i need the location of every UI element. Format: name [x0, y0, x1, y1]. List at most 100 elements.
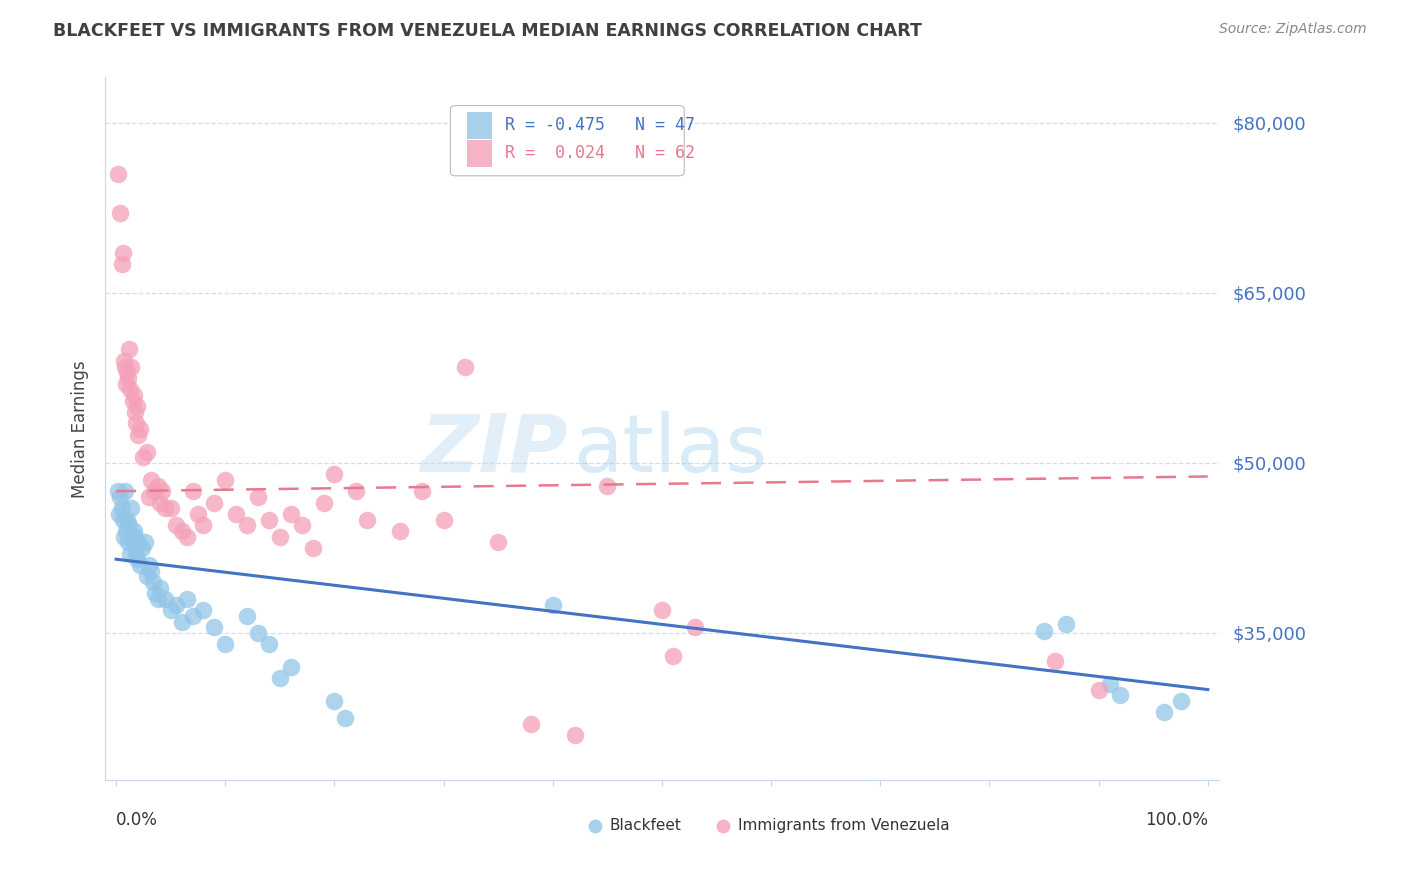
Point: [112, 354, 135, 368]
Point: [1098, 677, 1121, 691]
Point: [454, 359, 477, 374]
Point: [486, 535, 509, 549]
Point: [1153, 705, 1175, 719]
Point: [181, 484, 204, 499]
Point: [120, 547, 142, 561]
Point: [146, 478, 169, 492]
Point: [143, 484, 166, 499]
Text: 0.0%: 0.0%: [117, 811, 157, 829]
Point: [323, 694, 346, 708]
Point: [114, 359, 136, 374]
Point: [1109, 688, 1132, 702]
Point: [145, 586, 167, 600]
Point: [138, 490, 160, 504]
Point: [257, 512, 280, 526]
Point: [202, 495, 225, 509]
Point: [165, 598, 187, 612]
FancyBboxPatch shape: [450, 105, 685, 176]
Point: [131, 541, 153, 555]
Point: [149, 581, 172, 595]
Point: [111, 246, 134, 260]
Point: [139, 473, 162, 487]
Point: [187, 507, 209, 521]
Point: [170, 524, 193, 538]
Point: [139, 564, 162, 578]
Point: [1033, 624, 1056, 638]
Point: [107, 167, 129, 181]
Text: R = -0.475   N = 47: R = -0.475 N = 47: [505, 116, 695, 134]
Point: [146, 591, 169, 606]
Bar: [467, 140, 492, 167]
Point: [269, 529, 291, 543]
Point: [280, 660, 302, 674]
Point: [193, 518, 215, 533]
Point: [564, 728, 586, 742]
Text: atlas: atlas: [572, 411, 768, 489]
Text: ZIP: ZIP: [420, 411, 568, 489]
Point: [127, 427, 149, 442]
Point: [159, 501, 181, 516]
Point: [135, 444, 157, 458]
Point: [129, 422, 152, 436]
Point: [118, 518, 141, 533]
Point: [323, 467, 346, 482]
Point: [214, 473, 236, 487]
Point: [129, 558, 152, 572]
Point: [127, 535, 149, 549]
Text: R =  0.024   N = 62: R = 0.024 N = 62: [505, 145, 695, 162]
Point: [257, 637, 280, 651]
Point: [247, 626, 270, 640]
Point: [142, 574, 165, 589]
Point: [117, 371, 139, 385]
Text: 100.0%: 100.0%: [1144, 811, 1208, 829]
Point: [170, 615, 193, 629]
Point: [108, 507, 131, 521]
Point: [176, 591, 198, 606]
Point: [312, 495, 335, 509]
Point: [112, 529, 135, 543]
Text: Source: ZipAtlas.com: Source: ZipAtlas.com: [1219, 22, 1367, 37]
Text: Immigrants from Venezuela: Immigrants from Venezuela: [738, 819, 949, 833]
Point: [110, 206, 132, 220]
Point: [118, 343, 141, 357]
Point: [193, 603, 215, 617]
Point: [662, 648, 685, 663]
Point: [356, 512, 378, 526]
Point: [138, 558, 160, 572]
Point: [122, 524, 145, 538]
Point: [110, 501, 132, 516]
Point: [1054, 616, 1077, 631]
Point: [120, 501, 142, 516]
Point: [107, 484, 129, 499]
Point: [1170, 694, 1192, 708]
Point: [155, 501, 177, 516]
Point: [1043, 654, 1066, 668]
Point: [651, 603, 673, 617]
Point: [110, 258, 132, 272]
Point: [124, 405, 146, 419]
Y-axis label: Median Earnings: Median Earnings: [72, 360, 89, 498]
Point: [155, 591, 177, 606]
Point: [1087, 682, 1109, 697]
Point: [541, 598, 564, 612]
Point: [202, 620, 225, 634]
Point: [335, 711, 357, 725]
Point: [125, 547, 148, 561]
Point: [124, 529, 146, 543]
Point: [111, 512, 134, 526]
Point: [134, 535, 156, 549]
Point: [115, 365, 138, 379]
Bar: [467, 112, 492, 138]
Point: [236, 518, 259, 533]
Point: [388, 524, 411, 538]
Point: [120, 382, 142, 396]
Text: BLACKFEET VS IMMIGRANTS FROM VENEZUELA MEDIAN EARNINGS CORRELATION CHART: BLACKFEET VS IMMIGRANTS FROM VENEZUELA M…: [53, 22, 922, 40]
Point: [121, 535, 143, 549]
Point: [125, 416, 148, 430]
Point: [149, 495, 172, 509]
Point: [159, 603, 181, 617]
Point: [280, 507, 302, 521]
Point: [120, 359, 142, 374]
Point: [110, 490, 132, 504]
Point: [596, 478, 619, 492]
